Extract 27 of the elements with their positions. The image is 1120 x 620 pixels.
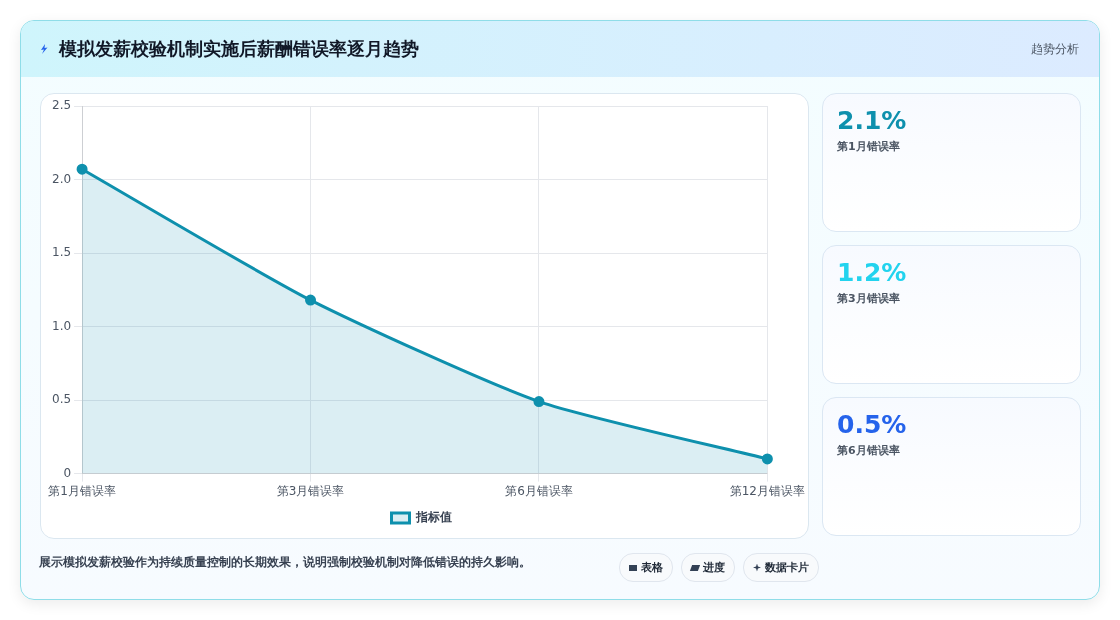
x-tick-label: 第12月错误率 [729,483,806,498]
point [305,294,317,306]
point [533,396,545,408]
text: 第1月错误率 [837,139,901,154]
x-tick-label: 第1月错误率 [48,483,116,498]
text: 第3月错误率 [837,291,901,306]
x-tick-label: 第6月错误率 [505,483,573,498]
y-tick-label: 0 [63,465,72,480]
text: 表格 [641,560,663,575]
point [76,163,88,175]
y-tick-label: 2.0 [51,171,72,186]
y-tick-label: 1.0 [51,318,72,333]
text: 第6月错误率 [837,443,901,458]
legend-label: 指标值 [414,510,452,525]
text: 进度 [703,560,725,575]
y-tick-label: 0.5 [51,392,72,407]
text: 展示模拟发薪校验作为持续质量控制的长期效果，说明强制校验机制对降低错误的持久影响。 [39,554,531,571]
y-tick-label: 2.5 [51,98,72,113]
text: 0.5% [837,410,908,439]
x-tick-label: 第3月错误率 [276,483,345,498]
point [761,453,773,465]
text: 2.1% [837,106,908,135]
text: 趋势分析 [1031,41,1079,58]
y-tick-label: 1.5 [51,245,72,260]
text: 数据卡片 [765,560,809,575]
text: 1.2% [837,258,908,287]
chart-title: 模拟发薪校验机制实施后薪酬错误率逐月趋势 [59,37,419,61]
